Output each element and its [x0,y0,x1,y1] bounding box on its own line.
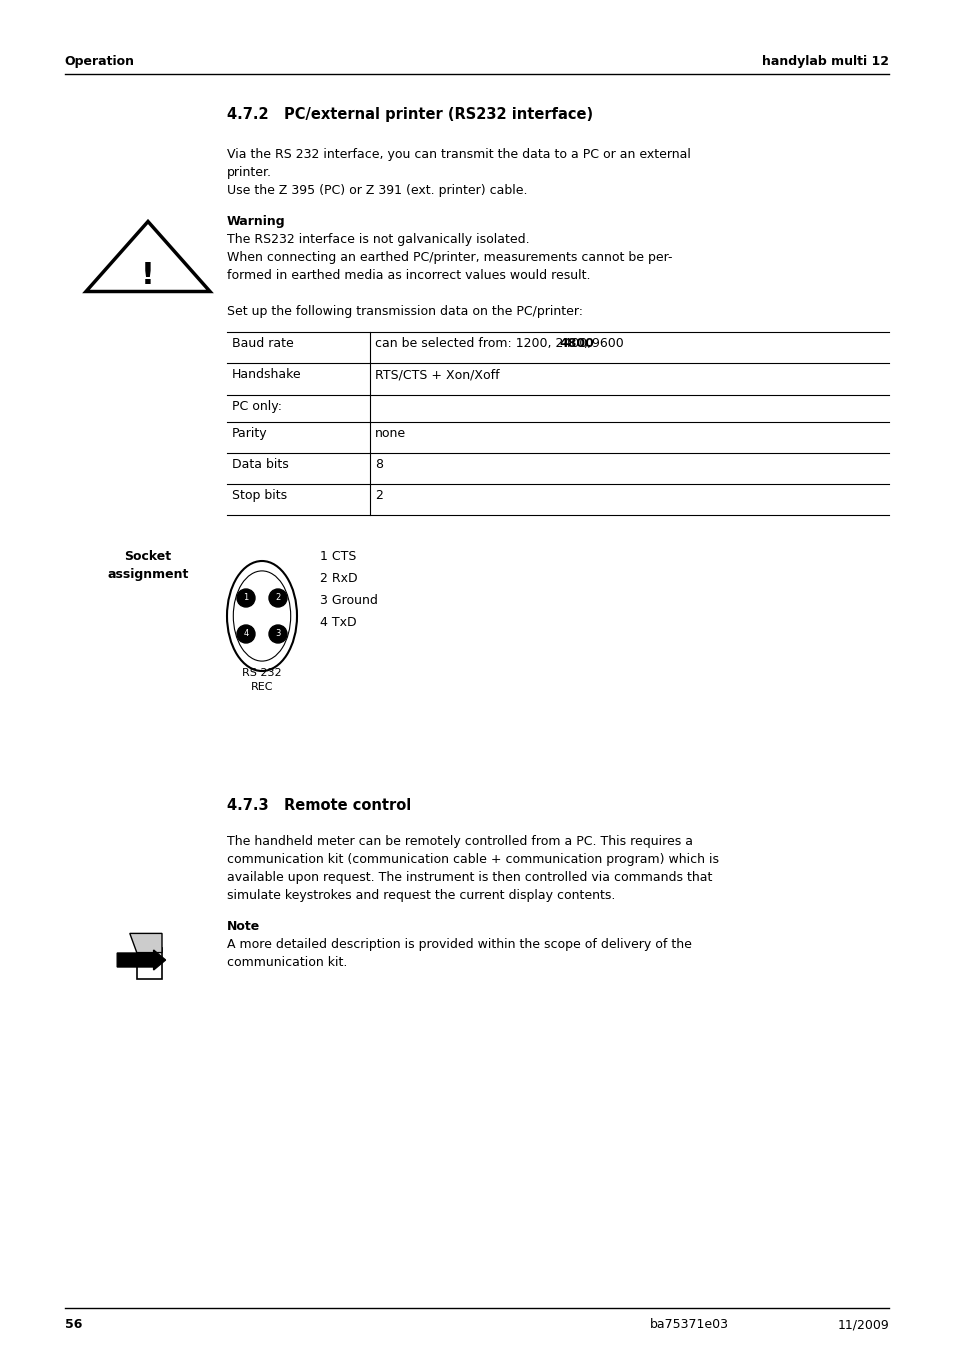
Text: 4.7.2   PC/external printer (RS232 interface): 4.7.2 PC/external printer (RS232 interfa… [227,107,593,122]
Text: none: none [375,427,406,440]
Text: 1: 1 [243,593,249,603]
Text: RTS/CTS + Xon/Xoff: RTS/CTS + Xon/Xoff [375,367,499,381]
Text: The handheld meter can be remotely controlled from a PC. This requires a: The handheld meter can be remotely contr… [227,835,692,848]
Text: Parity: Parity [232,427,268,440]
Text: ba75371e03: ba75371e03 [649,1319,728,1331]
Text: Use the Z 395 (PC) or Z 391 (ext. printer) cable.: Use the Z 395 (PC) or Z 391 (ext. printe… [227,184,527,197]
Text: A more detailed description is provided within the scope of delivery of the: A more detailed description is provided … [227,938,691,951]
Text: !: ! [141,261,154,289]
Text: Note: Note [227,920,260,934]
Polygon shape [86,222,210,292]
Text: 4 TxD: 4 TxD [319,616,356,630]
Text: Baud rate: Baud rate [232,336,294,350]
Text: 56: 56 [65,1319,82,1331]
Text: Warning: Warning [227,215,285,228]
Text: Set up the following transmission data on the PC/printer:: Set up the following transmission data o… [227,305,582,317]
Text: available upon request. The instrument is then controlled via commands that: available upon request. The instrument i… [227,871,712,884]
Text: can be selected from: 1200, 2400,: can be selected from: 1200, 2400, [375,336,595,350]
Circle shape [236,589,254,607]
Text: Via the RS 232 interface, you can transmit the data to a PC or an external: Via the RS 232 interface, you can transm… [227,149,690,161]
Text: Data bits: Data bits [232,458,289,471]
Text: Stop bits: Stop bits [232,489,287,503]
Text: 2 RxD: 2 RxD [319,571,357,585]
Circle shape [236,626,254,643]
Text: Operation: Operation [65,55,134,68]
Text: 4800: 4800 [558,336,594,350]
Text: assignment: assignment [107,567,189,581]
Text: 3: 3 [275,630,280,639]
FancyArrow shape [117,950,166,970]
Text: 4: 4 [243,630,249,639]
Text: 8: 8 [375,458,383,471]
Text: formed in earthed media as incorrect values would result.: formed in earthed media as incorrect val… [227,269,590,282]
Polygon shape [130,934,162,952]
Text: communication kit (communication cable + communication program) which is: communication kit (communication cable +… [227,852,719,866]
Text: REC: REC [251,682,273,692]
Text: 3 Ground: 3 Ground [319,594,377,607]
Text: When connecting an earthed PC/printer, measurements cannot be per-: When connecting an earthed PC/printer, m… [227,251,672,263]
Text: printer.: printer. [227,166,272,178]
Text: Handshake: Handshake [232,367,301,381]
Text: simulate keystrokes and request the current display contents.: simulate keystrokes and request the curr… [227,889,615,902]
Text: communication kit.: communication kit. [227,957,347,969]
Text: 2: 2 [375,489,382,503]
Text: PC only:: PC only: [232,400,282,413]
Text: RS 232: RS 232 [242,667,281,678]
Circle shape [269,589,287,607]
Text: The RS232 interface is not galvanically isolated.: The RS232 interface is not galvanically … [227,232,529,246]
Text: handylab multi 12: handylab multi 12 [761,55,888,68]
Circle shape [269,626,287,643]
Text: 1 CTS: 1 CTS [319,550,356,563]
Text: , 9600: , 9600 [583,336,623,350]
Text: 2: 2 [275,593,280,603]
Text: 11/2009: 11/2009 [837,1319,888,1331]
Text: Socket: Socket [124,550,172,563]
FancyBboxPatch shape [136,948,162,979]
Text: 4.7.3   Remote control: 4.7.3 Remote control [227,798,411,813]
